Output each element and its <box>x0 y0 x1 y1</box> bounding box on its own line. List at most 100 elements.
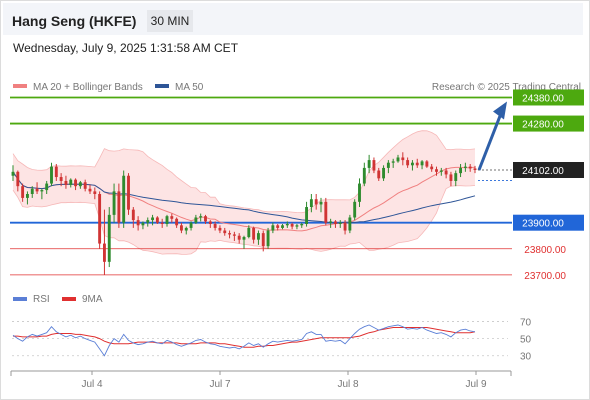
forecast-arrow-line <box>477 112 503 171</box>
candle-body <box>151 217 155 221</box>
candle-body <box>88 188 92 192</box>
candle-body <box>16 171 20 187</box>
level-label: 24380.00 <box>522 93 564 104</box>
rsi-legend-swatch <box>13 297 27 301</box>
candle-body <box>141 222 145 226</box>
chart-timestamp: Wednesday, July 9, 2025 1:31:58 AM CET <box>13 41 239 55</box>
candle-body <box>136 220 140 226</box>
candle-body <box>435 169 438 172</box>
candle-body <box>54 166 58 178</box>
candle-body <box>281 225 284 228</box>
forecast-arrow-head <box>493 101 507 120</box>
candle-body <box>305 207 309 224</box>
rsi-tick-label: 50 <box>520 335 532 346</box>
candle-body <box>107 214 111 262</box>
candle-body <box>454 173 458 181</box>
candle-body <box>362 167 366 184</box>
candle-body <box>439 170 443 172</box>
x-tick-label: Jul 7 <box>209 379 231 390</box>
rsi-line <box>12 324 476 357</box>
candle-body <box>25 194 29 198</box>
candle-body <box>179 225 183 231</box>
candle-body <box>444 170 448 175</box>
candle-body <box>271 225 275 231</box>
interval-selector[interactable]: 30 MIN <box>147 10 193 32</box>
candle-body <box>232 234 236 236</box>
candle-body <box>146 220 150 223</box>
candle-body <box>98 194 102 244</box>
candle-body <box>406 160 410 166</box>
candle-body <box>223 230 227 234</box>
candle-body <box>430 166 434 170</box>
candle-body <box>358 183 361 202</box>
candle-body <box>300 224 304 226</box>
candle-body <box>213 224 217 228</box>
level-tag <box>513 89 584 106</box>
rsi-tick-label: 30 <box>520 352 532 363</box>
candle-body <box>372 160 376 171</box>
candle-body <box>420 161 424 166</box>
candle-body <box>112 191 116 215</box>
candle-body <box>83 182 87 189</box>
level-label: 23800.00 <box>524 245 566 256</box>
candle-body <box>247 227 251 238</box>
candle-body <box>276 225 280 228</box>
candle-body <box>199 216 203 218</box>
candle-body <box>21 186 25 198</box>
level-label: 23700.00 <box>524 271 566 282</box>
level-tag <box>513 214 584 231</box>
candle-body <box>333 221 337 224</box>
candle-body <box>64 180 68 185</box>
candle-body <box>266 230 270 247</box>
candle-body <box>309 199 313 208</box>
last-price-label: 24102.00 <box>522 166 564 177</box>
candle-body <box>189 222 193 228</box>
candle-body <box>353 201 357 218</box>
candle-body <box>204 216 207 222</box>
candle-body <box>184 227 188 231</box>
rsi-tick-label: 70 <box>520 318 532 329</box>
candle-body <box>218 227 222 231</box>
candle-body <box>155 217 159 223</box>
ma50-legend-swatch <box>155 84 169 88</box>
copyright-text: Research © 2025 Trading Central <box>432 82 581 93</box>
candle-body <box>314 199 318 205</box>
candle-body <box>74 179 78 187</box>
rsi-ma9-line <box>13 327 476 348</box>
candle-body <box>102 243 106 262</box>
candle-body <box>122 175 126 223</box>
candle-body <box>329 221 333 223</box>
candle-body <box>131 209 135 221</box>
candle-body <box>242 237 246 240</box>
candle-body <box>396 157 400 162</box>
candle-body <box>377 170 381 179</box>
level-tag <box>513 115 584 132</box>
x-tick-label: Jul 8 <box>337 379 359 390</box>
candle-body <box>194 217 198 223</box>
candle-body <box>415 162 419 166</box>
symbol-title: Hang Seng (HKFE) <box>12 13 137 29</box>
candle-body <box>295 225 299 227</box>
candle-body <box>473 168 477 170</box>
rsi-legend-label: RSI <box>33 294 50 305</box>
candle-body <box>290 224 294 227</box>
candle-body <box>252 227 256 240</box>
candle-body <box>319 201 323 205</box>
candle-body <box>367 160 371 168</box>
candle-body <box>256 233 260 240</box>
candle-body <box>468 166 472 169</box>
candle-body <box>78 182 82 187</box>
candle-body <box>382 167 386 179</box>
level-label: 24280.00 <box>522 120 564 131</box>
candle-body <box>324 201 328 223</box>
candle-body <box>208 221 212 224</box>
candle-body <box>338 222 342 224</box>
candle-body <box>69 179 73 185</box>
candle-body <box>175 218 179 226</box>
candle-body <box>160 222 164 224</box>
candle-body <box>11 171 15 176</box>
chart-header: Hang Seng (HKFE) 30 MIN <box>3 3 583 35</box>
candle-body <box>127 175 130 210</box>
ma9-legend-label: 9MA <box>82 294 103 305</box>
